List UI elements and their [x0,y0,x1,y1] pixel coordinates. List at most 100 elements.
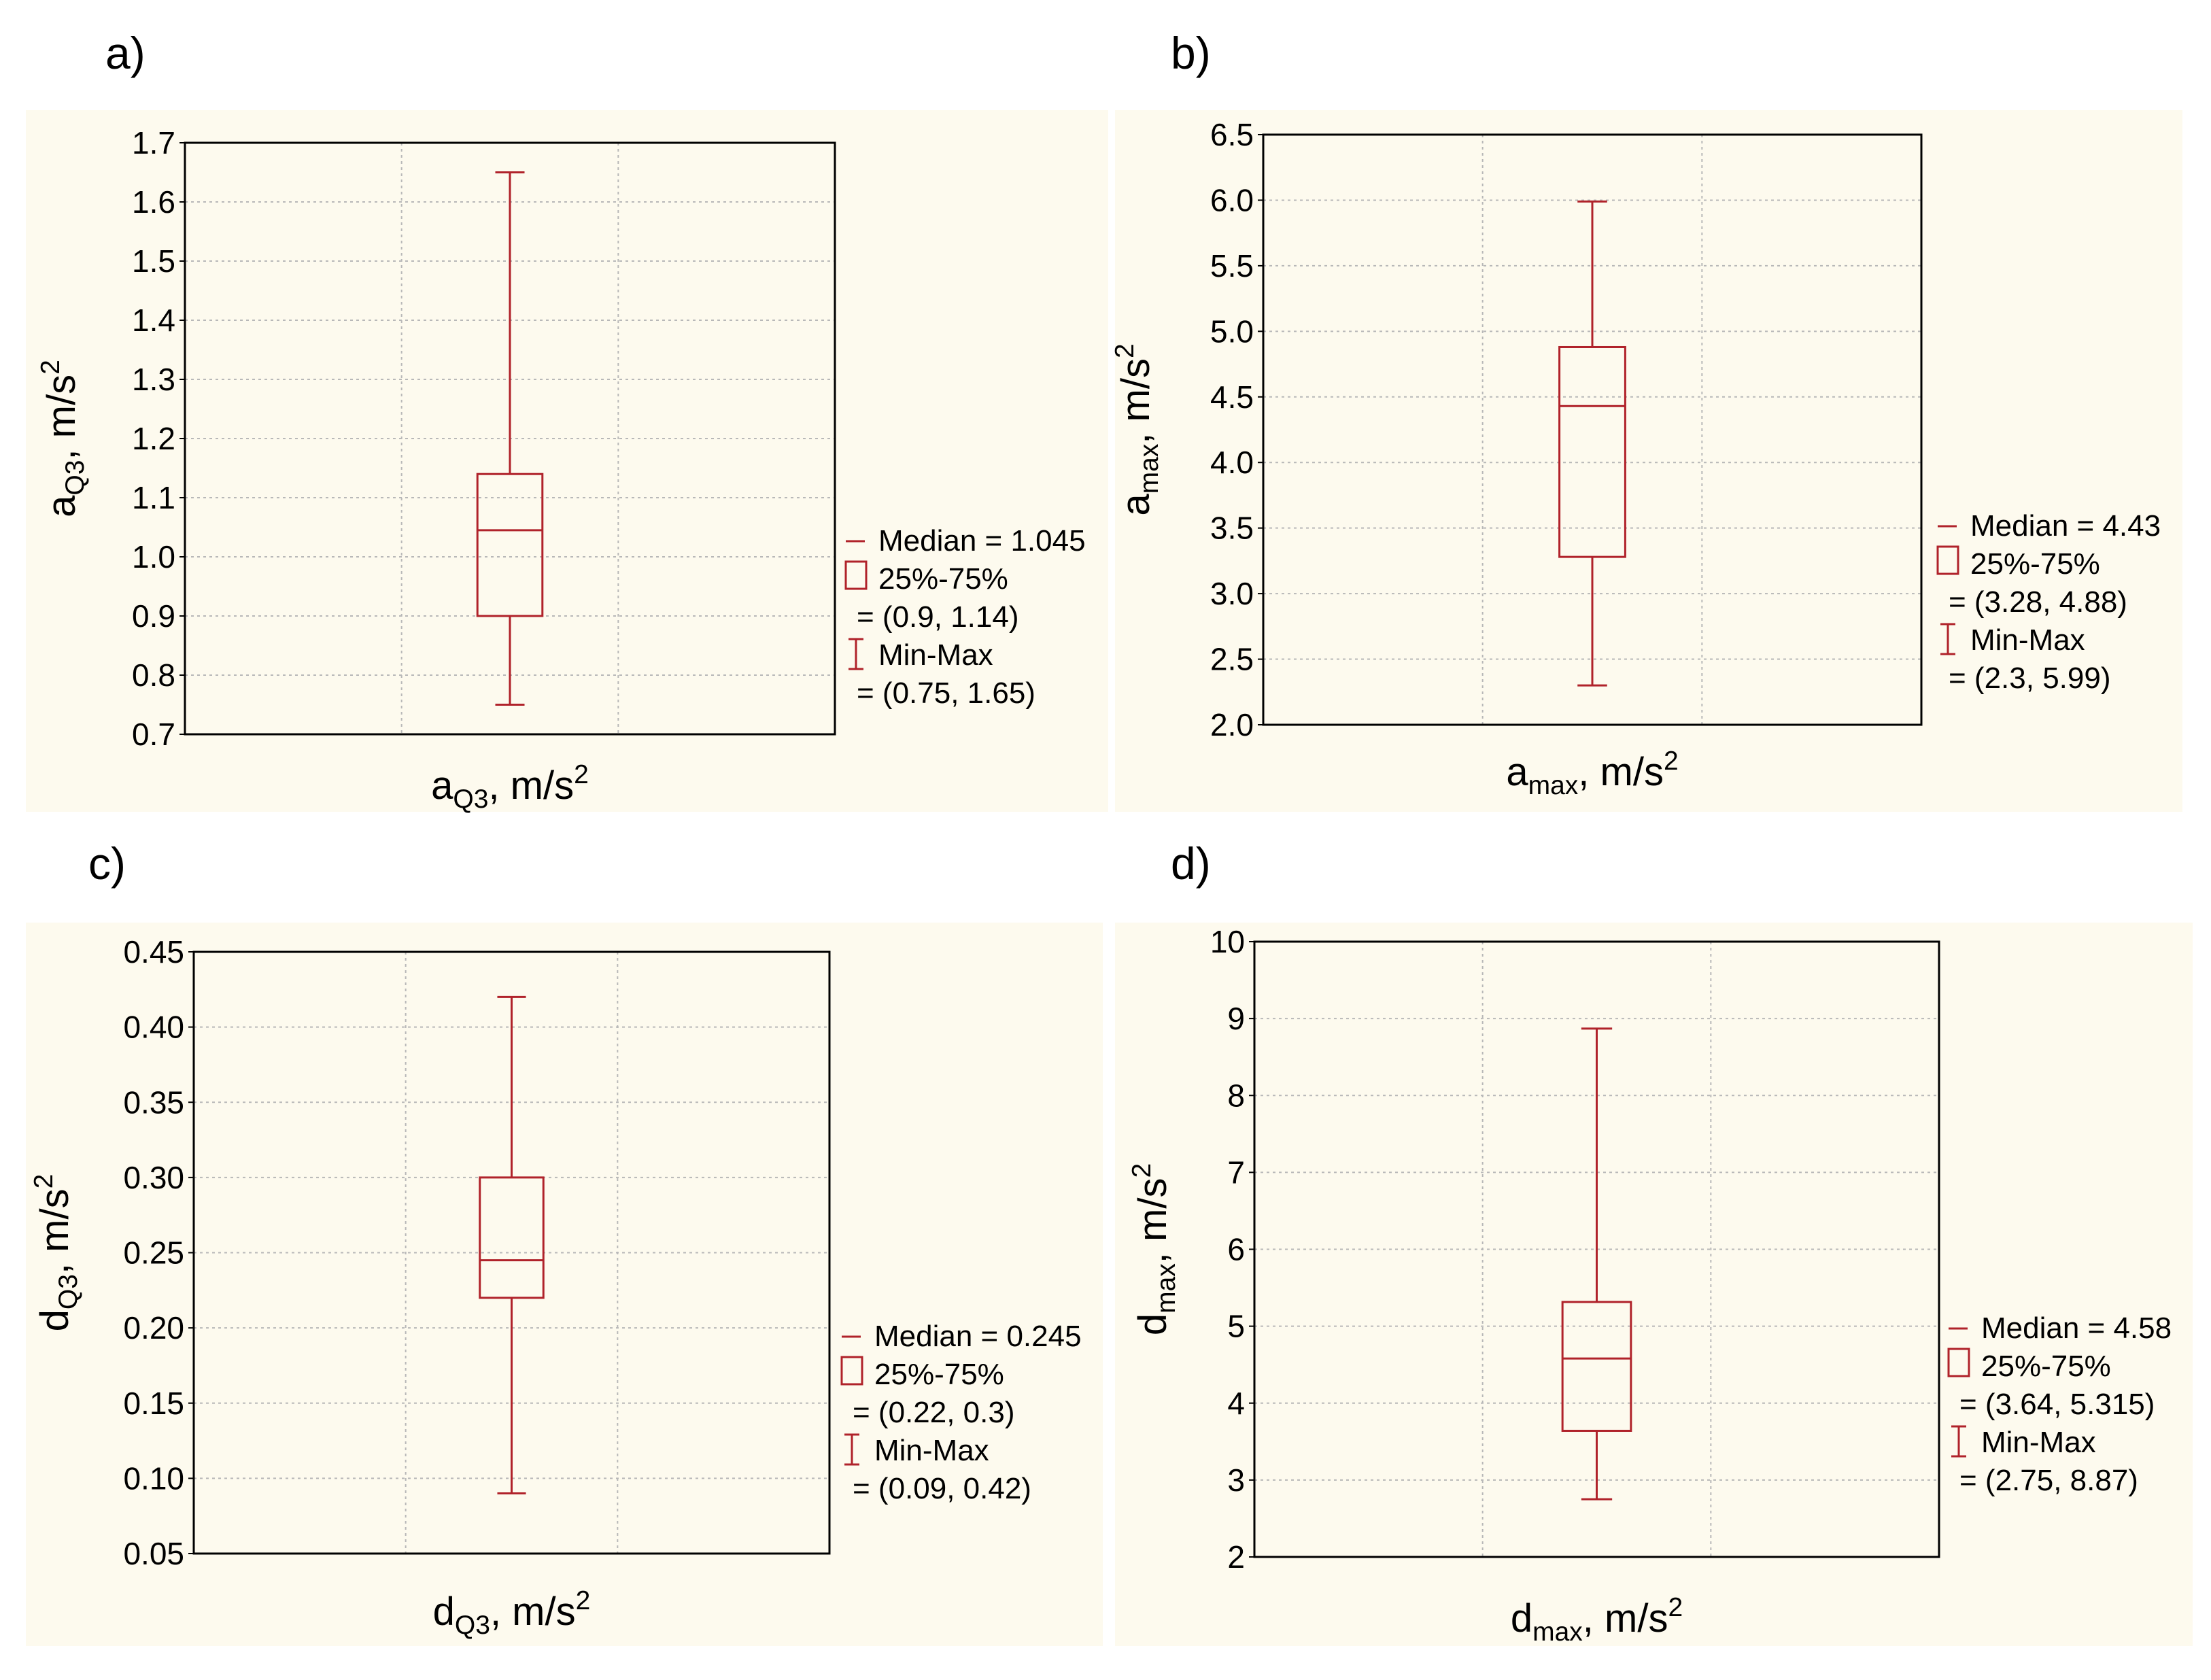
y-tick-label-d-5: 7 [1227,1154,1245,1190]
x-axis-label-a-sup: 2 [574,760,589,789]
legend-text-d-2: = (3.64, 5.315) [1959,1388,2155,1421]
x-axis-label-d-sup: 2 [1668,1593,1683,1622]
legend-text-b-3: Min-Max [1970,623,2085,657]
y-axis-label-c-main: d [33,1309,77,1331]
y-tick-label-a-9: 1.6 [132,184,175,220]
x-axis-label-d-sub: max [1532,1617,1583,1647]
legend-d: Median = 4.58 25%-75% = (3.64, 5.315) Min-M… [1947,1312,2172,1497]
x-axis-label-c: dQ3, m/s2 [433,1586,591,1640]
y-tick-label-a-1: 0.8 [132,657,175,693]
y-axis-label-c: dQ3, m/s2 [29,1174,83,1332]
y-tick-label-b-4: 4.0 [1210,445,1254,480]
y-axis-label-b-main: a [1114,494,1158,516]
y-tick-label-d-0: 2 [1227,1539,1245,1575]
legend-text-d-1: 25%-75% [1981,1350,2111,1383]
panel-a-background [26,110,1108,812]
y-axis-label-c-sup: 2 [29,1174,58,1189]
y-axis-label-b-sub: max [1135,443,1164,494]
y-axis-label-d-sub: max [1152,1263,1181,1314]
y-tick-label-c-8: 0.45 [123,934,184,970]
x-axis-label-a-sub: Q3 [453,785,488,814]
y-tick-label-b-1: 2.5 [1210,642,1254,677]
legend-text-d-4: = (2.75, 8.87) [1959,1464,2138,1497]
legend-text-c-0: Median = 0.245 [874,1320,1082,1353]
y-tick-label-d-3: 5 [1227,1309,1245,1344]
y-tick-label-a-7: 1.4 [132,303,175,338]
y-tick-label-c-3: 0.20 [123,1310,184,1345]
y-tick-label-a-10: 1.7 [132,125,175,160]
y-axis-label-b-rest: , m/s [1114,358,1158,444]
y-tick-label-d-6: 8 [1227,1078,1245,1113]
y-tick-label-c-7: 0.40 [123,1010,184,1045]
x-axis-label-d-main: d [1511,1596,1532,1641]
y-tick-label-b-0: 2.0 [1210,707,1254,742]
y-tick-label-d-4: 6 [1227,1232,1245,1267]
x-axis-label-c-rest: , m/s [490,1590,576,1634]
y-tick-label-d-8: 10 [1210,924,1245,959]
legend-text-b-4: = (2.3, 5.99) [1949,662,2110,695]
plot-frame-d [1253,940,1940,1558]
legend-text-b-2: = (3.28, 4.88) [1949,585,2127,619]
legend-box-marker-d [1947,1348,1970,1377]
plot-frame-a [184,141,836,736]
y-axis-label-a-rest: , m/s [39,375,84,460]
legend-text-c-2: = (0.22, 0.3) [853,1396,1014,1429]
y-tick-label-b-2: 3.0 [1210,576,1254,611]
y-axis-label-d-main: d [1131,1314,1175,1335]
panel-b-background [1115,110,2182,812]
y-tick-label-a-4: 1.1 [132,480,175,515]
y-tick-label-c-1: 0.10 [123,1460,184,1496]
legend-text-a-0: Median = 1.045 [878,524,1086,558]
legend-text-b-0: Median = 4.43 [1970,509,2161,543]
legend-text-a-4: = (0.75, 1.65) [857,676,1035,710]
y-axis-label-a-sub: Q3 [61,460,90,496]
x-axis-label-a-rest: , m/s [488,764,574,808]
panel-label-c: c) [88,838,126,889]
y-axis-label-a: aQ3, m/s2 [36,360,90,517]
panel-label-a: a) [105,28,145,78]
y-axis-label-a-sup: 2 [36,360,65,375]
y-tick-label-c-6: 0.35 [123,1084,184,1120]
legend-text-a-1: 25%-75% [878,562,1008,596]
x-axis-label-d-rest: , m/s [1583,1596,1668,1641]
y-tick-label-a-0: 0.7 [132,717,175,752]
legend-text-a-3: Min-Max [878,638,993,672]
x-axis-label-c-sup: 2 [576,1586,591,1615]
x-axis-label-c-main: d [433,1590,455,1634]
y-tick-label-a-8: 1.5 [132,243,175,279]
x-axis-label-c-sub: Q3 [455,1611,490,1640]
x-axis-label-a-main: a [431,764,453,808]
y-axis-label-d: dmax, m/s2 [1127,1163,1181,1335]
y-tick-label-d-1: 3 [1227,1462,1245,1498]
legend-text-d-3: Min-Max [1981,1426,2096,1459]
y-tick-label-b-5: 4.5 [1210,379,1254,415]
plot-frame-c [192,950,831,1555]
y-axis-label-b-sup: 2 [1110,343,1139,358]
x-axis-label-b-sup: 2 [1664,747,1679,776]
legend-box-marker-c [840,1356,863,1386]
y-axis-label-d-rest: , m/s [1131,1178,1175,1264]
y-tick-label-c-0: 0.05 [123,1536,184,1571]
x-axis-label-b: amax, m/s2 [1506,747,1678,800]
iqr-box-a [476,473,544,617]
y-axis-label-c-sub: Q3 [54,1274,83,1309]
y-axis-label-a-main: a [39,495,84,517]
plot-frame-b [1262,133,1923,726]
y-tick-label-a-6: 1.3 [132,362,175,397]
iqr-box-d [1561,1301,1632,1432]
x-axis-label-b-sub: max [1528,771,1579,800]
legend-box-marker-b [1936,545,1959,575]
y-axis-label-d-sup: 2 [1127,1163,1156,1178]
panel-label-b: b) [1171,28,1211,78]
iqr-box-c [479,1176,545,1299]
y-axis-label-b: amax, m/s2 [1110,343,1164,515]
y-tick-label-c-4: 0.25 [123,1235,184,1271]
y-tick-label-c-5: 0.30 [123,1160,184,1195]
legend-text-c-4: = (0.09, 0.42) [853,1472,1031,1505]
y-tick-label-d-2: 4 [1227,1386,1245,1421]
y-tick-label-a-3: 1.0 [132,539,175,575]
y-axis-label-c-rest: , m/s [33,1188,77,1274]
y-tick-label-b-6: 5.0 [1210,313,1254,349]
